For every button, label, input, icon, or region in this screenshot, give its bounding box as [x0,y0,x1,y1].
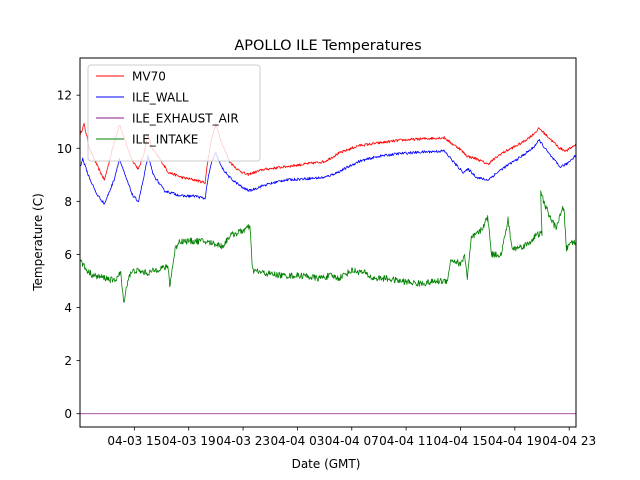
y-tick-label: 12 [57,89,72,103]
x-tick-label: 04-04 23 [542,434,596,448]
x-tick-label: 04-04 19 [488,434,542,448]
y-tick-label: 10 [57,142,72,156]
x-tick-label: 04-03 23 [216,434,270,448]
y-axis-label: Temperature (C) [31,193,45,292]
y-tick-label: 0 [64,407,72,421]
series-layer [80,122,576,415]
x-tick-label: 04-04 15 [434,434,488,448]
series-line-mv70 [80,122,576,185]
legend-label-ile-intake: ILE_INTAKE [132,133,198,147]
x-tick-label: 04-04 11 [379,434,433,448]
legend-label-ile-wall: ILE_WALL [132,91,189,105]
series-line-ile-wall [80,139,576,205]
legend-box [87,64,261,162]
y-tick-label: 6 [64,248,72,262]
x-tick-label: 04-03 19 [162,434,216,448]
legend-label-ile-exhaust-air: ILE_EXHAUST_AIR [132,112,239,126]
series-line-ile-intake [80,190,576,303]
legend: MV70 ILE_WALL ILE_EXHAUST_AIR ILE_INTAKE [87,64,261,162]
x-tick-label: 04-03 15 [107,434,161,448]
x-axis-label: Date (GMT) [292,457,361,471]
y-tick-label: 2 [64,354,72,368]
x-tick-label: 04-04 07 [325,434,379,448]
plot-frame [79,57,577,428]
legend-label-mv70: MV70 [132,70,166,84]
chart-title: APOLLO ILE Temperatures [234,38,421,54]
axis-ticks: 04-03 15 04-03 19 04-03 23 04-04 03 04-04 07… [57,89,596,448]
x-tick-label: 04-04 03 [270,434,324,448]
y-tick-label: 8 [64,195,72,209]
y-tick-label: 4 [64,301,72,315]
